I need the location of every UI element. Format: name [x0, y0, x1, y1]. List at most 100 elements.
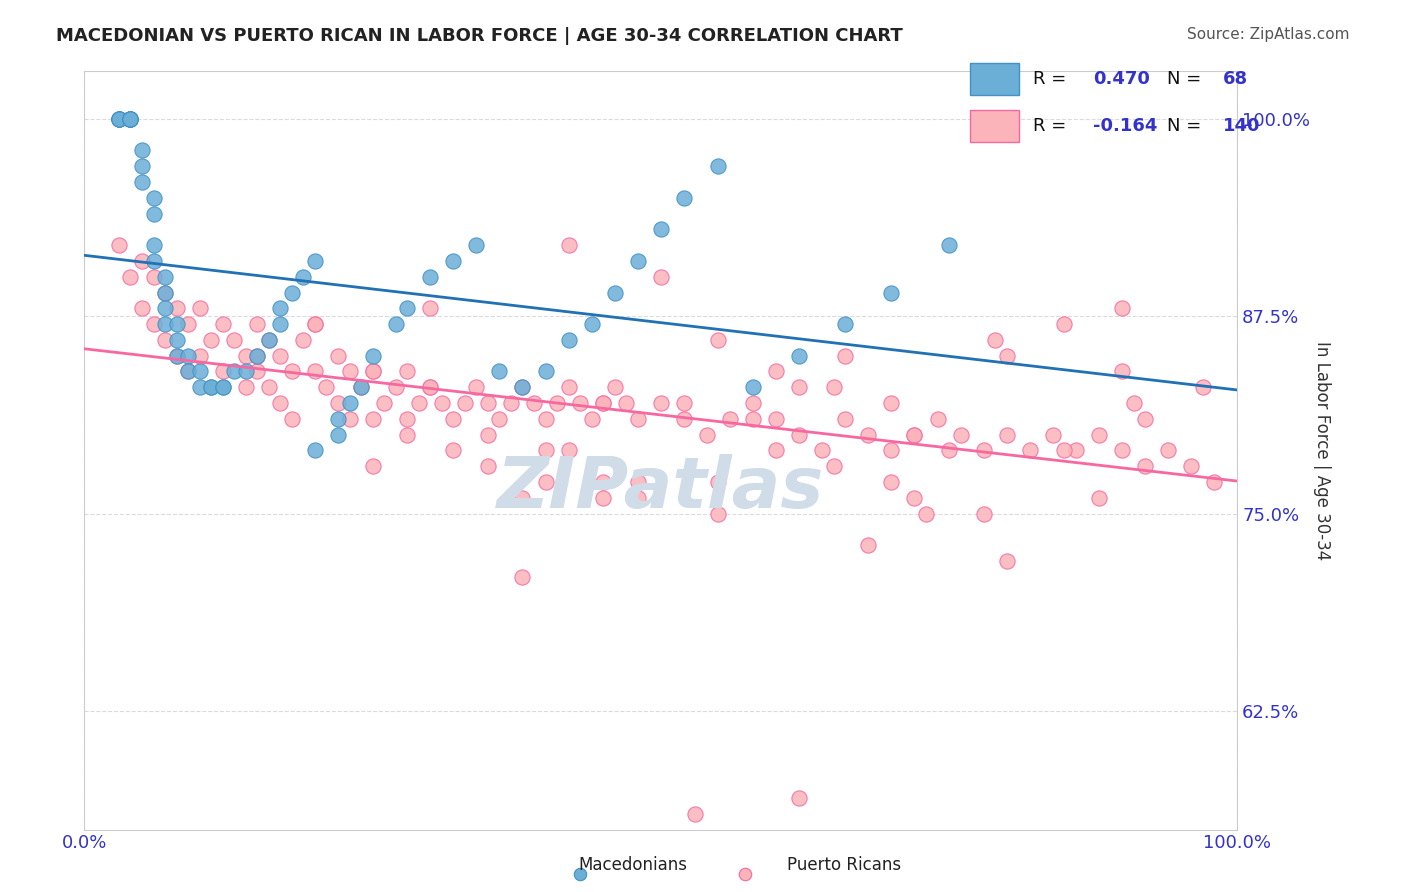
Puerto Ricans [441, 412, 464, 426]
FancyBboxPatch shape [970, 63, 1019, 95]
Text: 140: 140 [1223, 117, 1261, 135]
Puerto Ricans [454, 396, 477, 410]
Macedonians [396, 301, 419, 316]
Puerto Ricans [224, 333, 246, 347]
Puerto Ricans [627, 475, 650, 489]
Puerto Ricans [1042, 427, 1064, 442]
Puerto Ricans [477, 459, 499, 474]
Puerto Ricans [823, 380, 845, 394]
Macedonians [627, 253, 650, 268]
Macedonians [534, 364, 557, 378]
Puerto Ricans [903, 491, 925, 505]
Macedonians [120, 112, 142, 126]
Puerto Ricans [973, 507, 995, 521]
Puerto Ricans [603, 380, 626, 394]
Puerto Ricans [592, 396, 614, 410]
Puerto Ricans [211, 364, 233, 378]
Puerto Ricans [512, 491, 534, 505]
Text: N =: N = [1167, 70, 1206, 88]
Puerto Ricans [1111, 443, 1133, 458]
Macedonians [339, 396, 361, 410]
Puerto Ricans [108, 238, 131, 252]
Puerto Ricans [120, 269, 142, 284]
Macedonians [153, 301, 176, 316]
Macedonians [742, 380, 765, 394]
Puerto Ricans [315, 380, 337, 394]
Macedonians [188, 380, 211, 394]
Puerto Ricans [200, 333, 222, 347]
Puerto Ricans [269, 396, 291, 410]
Puerto Ricans [1111, 364, 1133, 378]
Macedonians [246, 349, 269, 363]
Macedonians [281, 285, 304, 300]
Puerto Ricans [441, 443, 464, 458]
Macedonians [200, 380, 222, 394]
Puerto Ricans [304, 317, 326, 331]
Macedonians [650, 222, 672, 236]
Puerto Ricans [142, 317, 165, 331]
Puerto Ricans [672, 412, 695, 426]
Macedonians [211, 380, 233, 394]
Puerto Ricans [995, 349, 1018, 363]
Puerto Ricans [269, 349, 291, 363]
Puerto Ricans [627, 491, 650, 505]
Puerto Ricans [1133, 412, 1156, 426]
Puerto Ricans [650, 269, 672, 284]
Puerto Ricans [1122, 396, 1144, 410]
Macedonians [441, 253, 464, 268]
Macedonians [131, 159, 153, 173]
Macedonians [166, 333, 188, 347]
Puerto Ricans [1053, 317, 1076, 331]
Macedonians [880, 285, 903, 300]
Macedonians [211, 380, 233, 394]
Puerto Ricans [903, 427, 925, 442]
Puerto Ricans [292, 333, 315, 347]
FancyBboxPatch shape [970, 111, 1019, 142]
Puerto Ricans [742, 396, 765, 410]
Macedonians [120, 112, 142, 126]
Macedonians [787, 349, 810, 363]
Macedonians [177, 349, 200, 363]
Puerto Ricans [973, 443, 995, 458]
Macedonians [235, 364, 257, 378]
Puerto Ricans [373, 396, 395, 410]
Puerto Ricans [557, 443, 579, 458]
Macedonians [834, 317, 856, 331]
Puerto Ricans [188, 301, 211, 316]
Puerto Ricans [880, 443, 903, 458]
Puerto Ricans [1133, 459, 1156, 474]
Puerto Ricans [166, 349, 188, 363]
Puerto Ricans [534, 443, 557, 458]
Macedonians [326, 412, 349, 426]
Puerto Ricans [858, 427, 880, 442]
Macedonians [153, 269, 176, 284]
Macedonians [188, 364, 211, 378]
Puerto Ricans [938, 443, 960, 458]
Puerto Ricans [408, 396, 430, 410]
Puerto Ricans [1157, 443, 1180, 458]
Macedonians [142, 206, 165, 220]
Puerto Ricans [696, 427, 718, 442]
Puerto Ricans [787, 791, 810, 805]
Puerto Ricans [995, 427, 1018, 442]
Puerto Ricans [339, 364, 361, 378]
Puerto Ricans [361, 364, 384, 378]
Macedonians [557, 333, 579, 347]
Puerto Ricans [257, 380, 280, 394]
Puerto Ricans [765, 364, 787, 378]
Puerto Ricans [477, 396, 499, 410]
Macedonians [304, 443, 326, 458]
Text: ZIPatlas: ZIPatlas [498, 454, 824, 523]
Text: 68: 68 [1223, 70, 1249, 88]
Puerto Ricans [685, 806, 707, 821]
Puerto Ricans [1180, 459, 1202, 474]
Text: -0.164: -0.164 [1094, 117, 1157, 135]
Puerto Ricans [235, 349, 257, 363]
Text: Puerto Ricans: Puerto Ricans [786, 856, 901, 874]
Text: R =: R = [1033, 117, 1073, 135]
Macedonians [603, 285, 626, 300]
Puerto Ricans [1111, 301, 1133, 316]
Puerto Ricans [339, 412, 361, 426]
Macedonians [269, 301, 291, 316]
Puerto Ricans [995, 554, 1018, 568]
